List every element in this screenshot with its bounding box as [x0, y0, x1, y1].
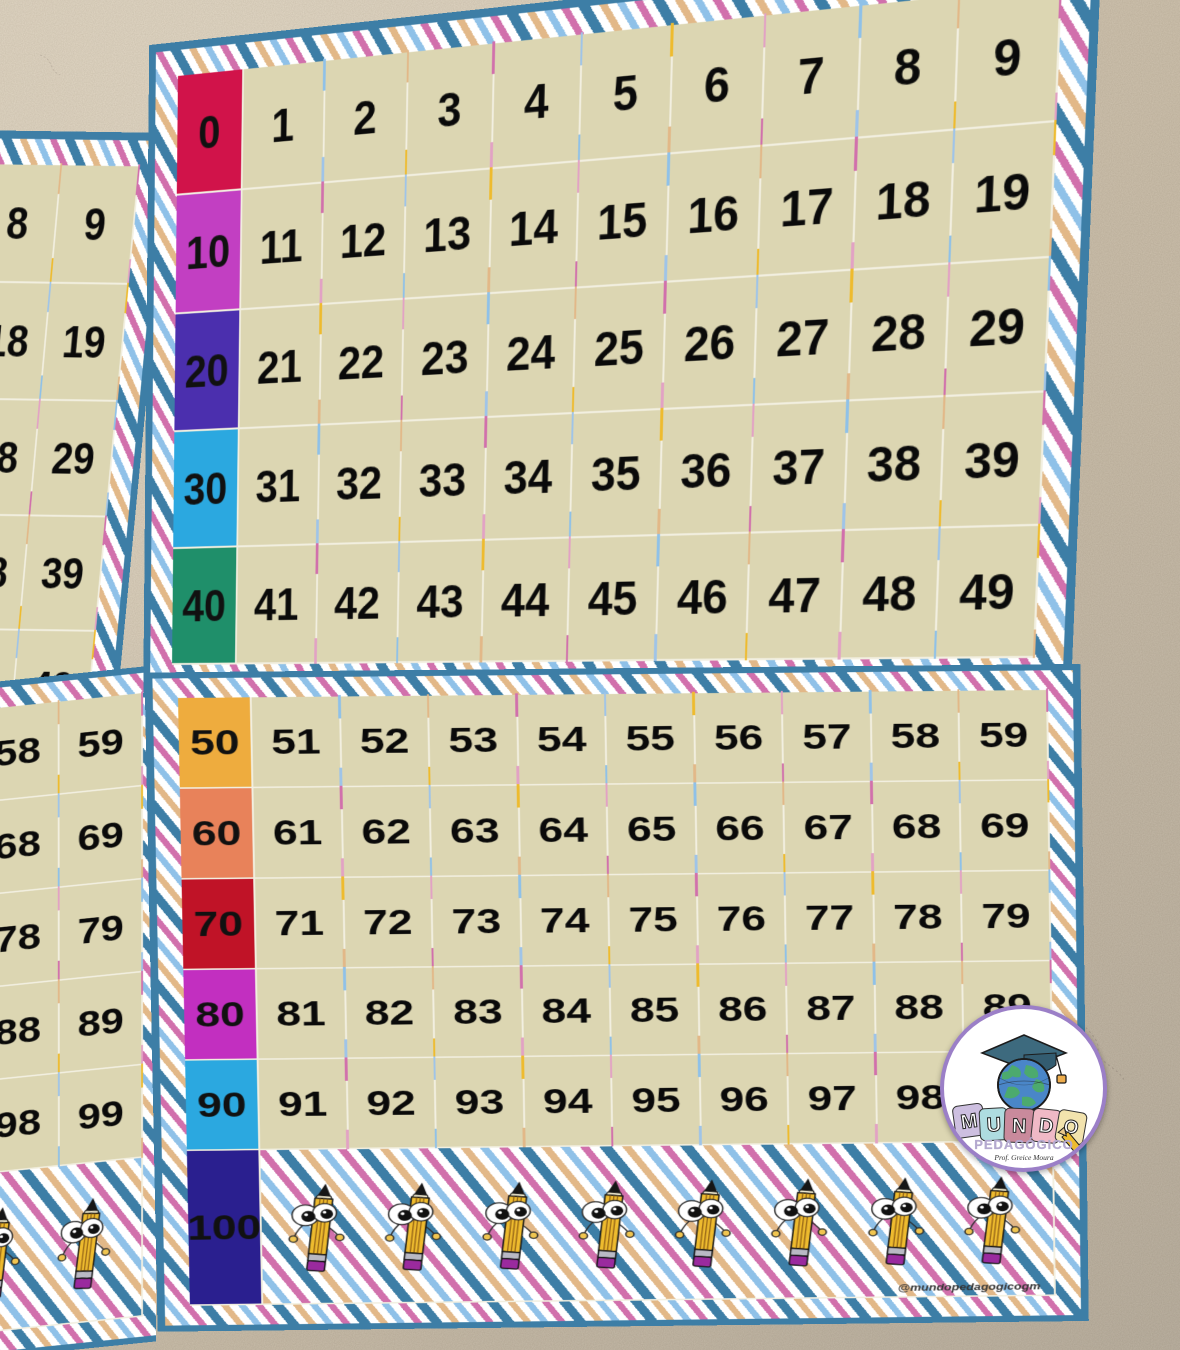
svg-text:Prof. Greice Moura: Prof. Greice Moura	[993, 1153, 1053, 1162]
svg-text:PEDAGÓGICO: PEDAGÓGICO	[974, 1137, 1074, 1152]
svg-text:D: D	[1038, 1115, 1055, 1138]
svg-text:U: U	[986, 1114, 1002, 1137]
svg-text:N: N	[1012, 1115, 1027, 1137]
svg-text:M: M	[959, 1110, 979, 1134]
